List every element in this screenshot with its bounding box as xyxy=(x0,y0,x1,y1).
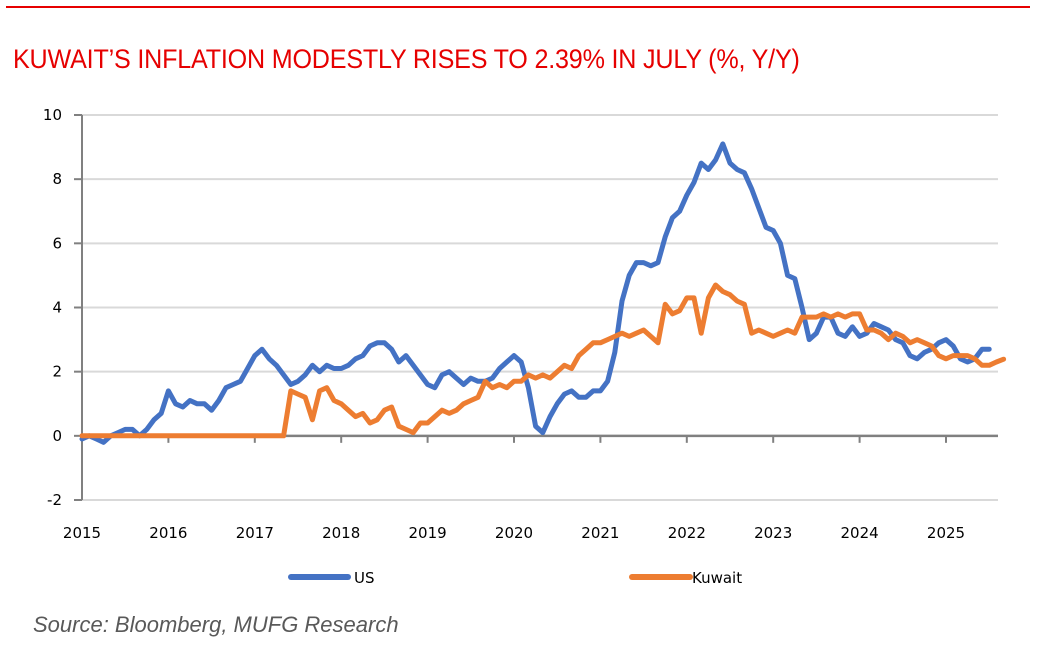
x-tick-label: 2018 xyxy=(322,524,360,542)
y-tick-label: 6 xyxy=(52,234,62,252)
x-tick-label: 2021 xyxy=(581,524,619,542)
y-tick-label: 10 xyxy=(43,106,62,124)
legend-us-label: US xyxy=(354,569,375,587)
top-rule xyxy=(6,6,1030,8)
x-tick-label: 2015 xyxy=(63,524,101,542)
legend-kuwait-label: Kuwait xyxy=(692,569,742,587)
y-tick-label: -2 xyxy=(47,491,62,509)
x-tick-label: 2017 xyxy=(236,524,274,542)
y-tick-label: 2 xyxy=(52,363,62,381)
y-tick-labels: -2 0 2 4 6 8 10 xyxy=(43,106,62,509)
chart-title: KUWAIT’S INFLATION MODESTLY RISES TO 2.3… xyxy=(13,44,800,74)
series-line-kuwait xyxy=(79,282,1007,439)
y-tick-label: 4 xyxy=(52,299,62,317)
x-tick-label: 2019 xyxy=(409,524,447,542)
gridlines xyxy=(82,114,998,501)
series-line-us xyxy=(79,141,992,445)
y-tick-label: 8 xyxy=(52,170,62,188)
x-tick-label: 2025 xyxy=(927,524,965,542)
x-tick-label: 2016 xyxy=(149,524,187,542)
source-note: Source: Bloomberg, MUFG Research xyxy=(33,612,399,637)
x-tick-label: 2022 xyxy=(668,524,706,542)
x-tick-label: 2024 xyxy=(841,524,879,542)
x-tick-label: 2023 xyxy=(754,524,792,542)
series-lines xyxy=(79,141,1007,445)
x-tick-label: 2020 xyxy=(495,524,533,542)
y-tick-label: 0 xyxy=(52,427,62,445)
legend: US Kuwait xyxy=(288,569,742,587)
x-tick-labels: 2015 2016 2017 2018 2019 2020 2021 2022 2023 2024… xyxy=(63,524,965,542)
